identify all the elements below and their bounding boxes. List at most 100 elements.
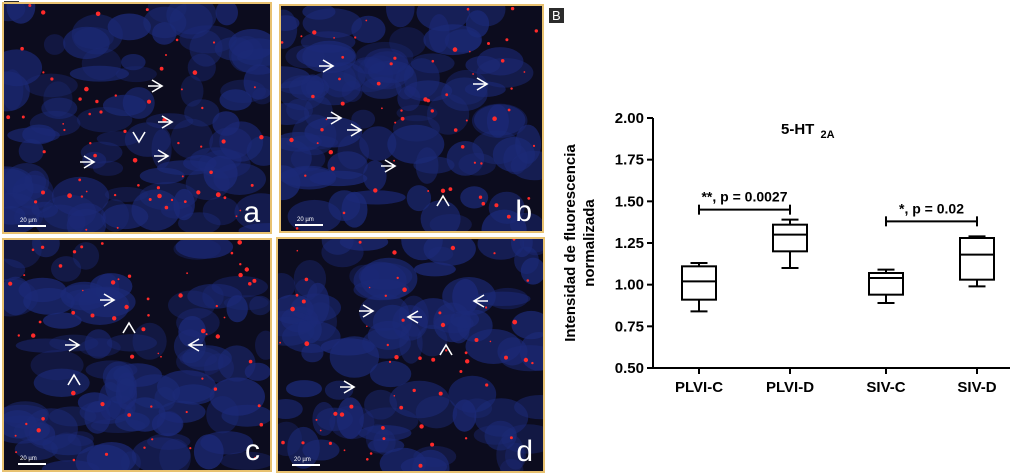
tissue-cell <box>281 15 300 31</box>
tissue-cell <box>169 4 213 39</box>
fluorescence-dot <box>296 249 299 252</box>
tissue-cell <box>505 442 527 470</box>
tissue-cell <box>465 10 490 38</box>
fluorescence-dot <box>71 390 76 396</box>
fluorescence-dot <box>114 94 118 97</box>
fluorescence-dot <box>445 349 448 352</box>
fluorescence-dot <box>466 7 470 11</box>
tissue-cell <box>71 14 123 55</box>
fluorescence-dot <box>295 227 299 230</box>
tissue-cell <box>510 150 542 181</box>
tissue-cell <box>351 109 376 129</box>
tissue-cell <box>102 204 149 230</box>
tissue-cell <box>406 185 432 212</box>
fluorescence-dot <box>116 226 119 229</box>
panel-b-letter: B <box>549 8 564 23</box>
fluorescence-dot <box>304 277 309 282</box>
fluorescence-dot <box>186 272 189 275</box>
arrow-marker <box>187 338 203 352</box>
tissue-cell <box>400 456 448 471</box>
tissue-cell <box>173 188 195 221</box>
arrow-marker <box>148 79 164 93</box>
fluorescence-dot <box>300 35 303 38</box>
micrograph-a-image <box>4 4 270 232</box>
fluorescence-dot <box>485 306 488 309</box>
scale-bar-label: 20 µm <box>20 456 37 462</box>
tissue-cell <box>484 420 517 451</box>
tissue-cell <box>131 437 191 470</box>
tissue-cell <box>281 165 301 201</box>
fluorescence-dot <box>112 316 117 321</box>
tissue-cell <box>204 353 234 383</box>
significance-label: **, p = 0.0027 <box>701 189 787 205</box>
arrow-marker <box>472 294 488 308</box>
tissue-cell <box>76 107 133 133</box>
fluorescence-dot <box>100 402 105 407</box>
micrograph-c: 20 µm c <box>2 238 272 472</box>
fluorescence-dot <box>394 121 397 124</box>
micrograph-d-label: d <box>516 435 533 468</box>
tissue-cell <box>345 190 406 205</box>
fluorescence-dot <box>84 86 89 92</box>
fluorescence-dot <box>50 77 54 81</box>
box-iqr <box>681 265 717 301</box>
fluorescence-dot <box>137 184 140 187</box>
fluorescence-dot <box>63 128 66 132</box>
significance-label: *, p = 0.02 <box>899 200 964 216</box>
tissue-cell <box>4 49 43 87</box>
tissue-cell <box>423 239 476 266</box>
fluorescence-dot <box>113 193 117 197</box>
fluorescence-dot <box>376 81 381 86</box>
tissue-cell <box>362 327 411 359</box>
y-axis-label: Intensidad de fluorescencia <box>562 144 579 342</box>
tissue-cell <box>497 337 528 366</box>
arrow-marker <box>381 159 397 173</box>
arrow-marker <box>80 155 96 169</box>
fluorescence-dot <box>418 356 422 360</box>
fluorescence-dot <box>510 6 515 11</box>
fluorescence-dot <box>389 62 393 66</box>
tissue-cell <box>389 380 450 419</box>
tissue-cell <box>359 407 419 435</box>
tissue-cell <box>286 380 322 398</box>
fluorescence-dot <box>507 108 511 112</box>
tissue-cell <box>278 399 303 419</box>
tissue-cell <box>6 4 36 24</box>
tissue-cell <box>226 295 248 323</box>
fluorescence-dot <box>382 437 386 441</box>
fluorescence-dot <box>213 387 218 391</box>
fluorescence-dot <box>212 41 216 44</box>
fluorescence-dot <box>15 451 18 454</box>
tissue-cell <box>450 310 480 329</box>
tissue-cell <box>67 431 94 447</box>
fluorescence-dot <box>215 304 218 308</box>
tissue-cell <box>387 124 445 164</box>
fluorescence-dot <box>399 405 404 410</box>
micrograph-c-image <box>4 240 270 470</box>
tissue-cell <box>304 116 363 148</box>
fluorescence-dot <box>448 187 453 192</box>
tissue-cell <box>413 156 455 174</box>
fluorescence-dot <box>295 293 299 297</box>
tissue-cell <box>101 199 129 232</box>
micrograph-d: 20 µm d <box>276 237 545 473</box>
fluorescence-dot <box>472 73 474 75</box>
arrow-marker <box>340 380 356 394</box>
tissue-cell <box>369 360 412 388</box>
fluorescence-dot <box>41 417 45 421</box>
tissue-cell <box>499 458 524 471</box>
fluorescence-dot <box>438 391 443 396</box>
fluorescence-dot <box>183 200 187 204</box>
fluorescence-dot <box>431 357 436 362</box>
tissue-cell <box>173 240 221 260</box>
arrow-marker <box>154 149 170 163</box>
tissue-cell <box>200 431 254 455</box>
fluorescence-dot <box>244 267 249 272</box>
tissue-cell <box>349 264 380 288</box>
fluorescence-dot <box>330 166 335 171</box>
tissue-cell <box>82 151 107 169</box>
fluorescence-dot <box>325 118 328 121</box>
y-tick-label: 1.75 <box>615 152 644 169</box>
fluorescence-dot <box>464 437 468 440</box>
tissue-cell <box>121 54 146 71</box>
